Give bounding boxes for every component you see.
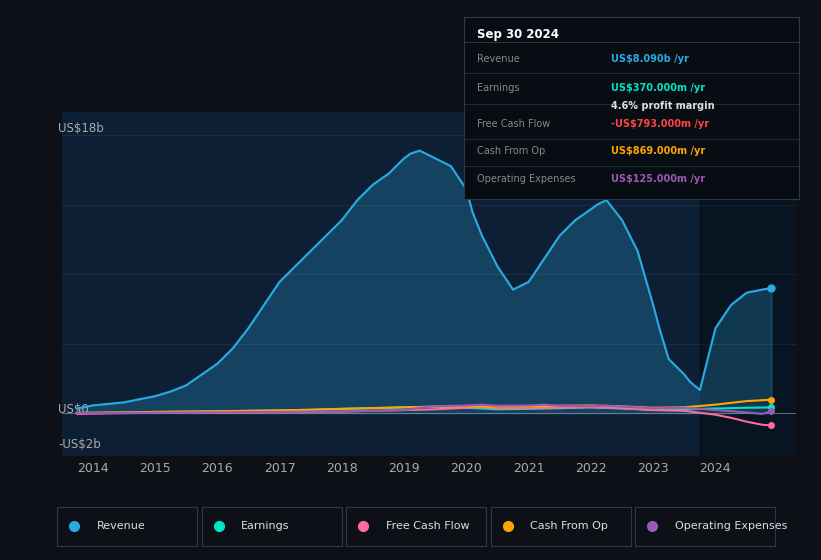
- Text: Earnings: Earnings: [477, 83, 520, 93]
- Text: US$370.000m /yr: US$370.000m /yr: [612, 83, 705, 93]
- Text: Free Cash Flow: Free Cash Flow: [386, 521, 469, 531]
- Text: 4.6% profit margin: 4.6% profit margin: [612, 101, 715, 111]
- Text: Operating Expenses: Operating Expenses: [477, 174, 576, 184]
- Text: -US$793.000m /yr: -US$793.000m /yr: [612, 119, 709, 129]
- Text: Cash From Op: Cash From Op: [530, 521, 608, 531]
- Text: US$0: US$0: [58, 403, 89, 416]
- Text: Earnings: Earnings: [241, 521, 290, 531]
- Text: Sep 30 2024: Sep 30 2024: [477, 28, 559, 41]
- Text: Free Cash Flow: Free Cash Flow: [477, 119, 551, 129]
- Text: Revenue: Revenue: [97, 521, 145, 531]
- Text: Revenue: Revenue: [477, 54, 520, 64]
- Text: Cash From Op: Cash From Op: [477, 147, 545, 156]
- Text: US$869.000m /yr: US$869.000m /yr: [612, 147, 705, 156]
- Bar: [699, 112, 796, 456]
- Text: -US$2b: -US$2b: [58, 437, 101, 451]
- Text: US$125.000m /yr: US$125.000m /yr: [612, 174, 705, 184]
- Text: US$8.090b /yr: US$8.090b /yr: [612, 54, 689, 64]
- Text: US$18b: US$18b: [58, 122, 103, 135]
- Text: Operating Expenses: Operating Expenses: [675, 521, 787, 531]
